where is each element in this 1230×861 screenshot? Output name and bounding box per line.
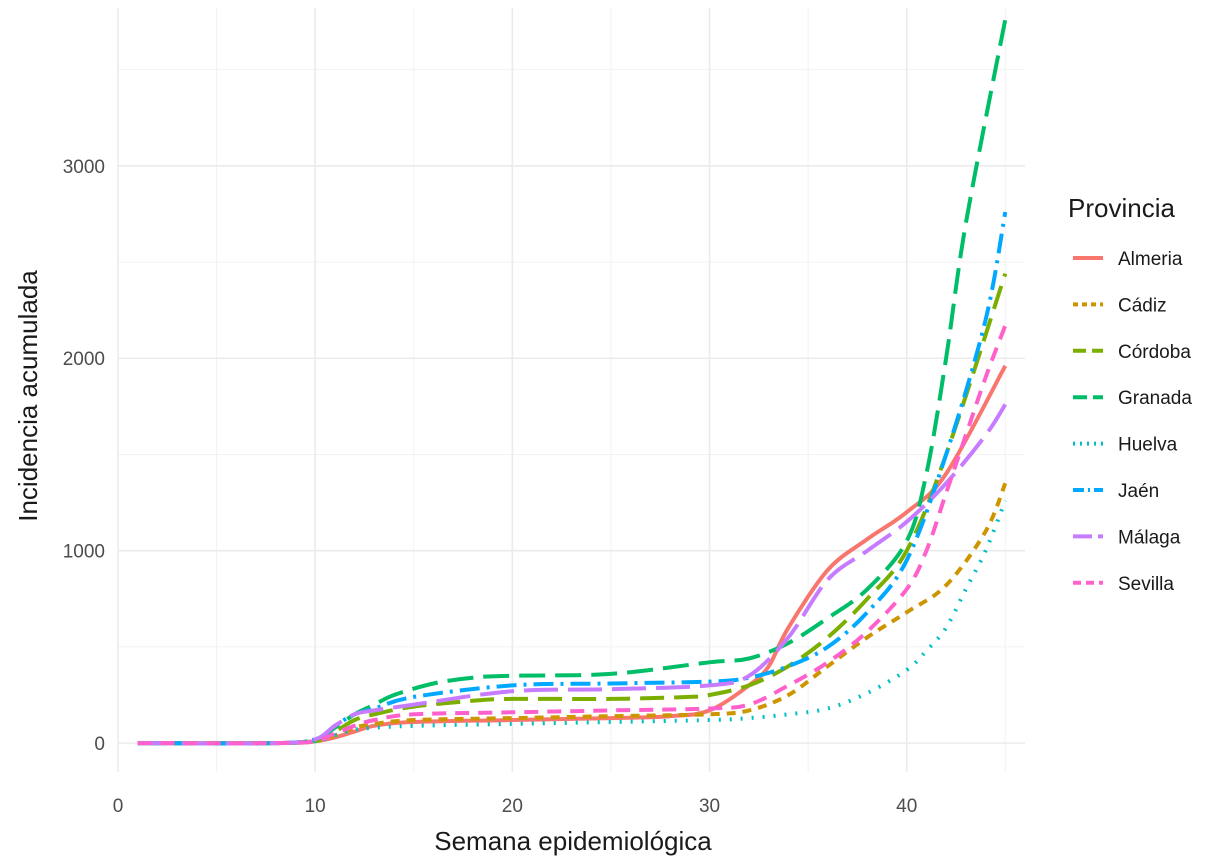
legend-items: Almeria Cádiz Córdoba Granada Huelva Jaén Mála… xyxy=(1073,249,1192,595)
legend-label-almeria: Almeria xyxy=(1118,249,1183,270)
grid xyxy=(117,8,1025,772)
x-tick-label: 20 xyxy=(502,796,523,817)
series-line-córdoba xyxy=(137,272,1008,746)
x-tick-label: 0 xyxy=(113,796,124,817)
y-axis-title: Incidencia acumulada xyxy=(13,270,43,522)
x-tick-label: 40 xyxy=(896,796,917,817)
y-tick-labels: 0 1000 2000 3000 xyxy=(63,157,105,755)
series-lines xyxy=(137,19,1008,746)
y-tick-label: 0 xyxy=(94,734,105,755)
y-tick-label: 3000 xyxy=(63,157,105,178)
legend-title: Provincia xyxy=(1068,193,1175,223)
x-axis-title: Semana epidemiológica xyxy=(434,826,712,856)
legend-label-sevilla: Sevilla xyxy=(1118,574,1174,595)
series-line-almeria xyxy=(137,364,1008,746)
legend-label-córdoba: Córdoba xyxy=(1118,342,1191,363)
legend-label-granada: Granada xyxy=(1118,388,1192,409)
series-line-sevilla xyxy=(137,324,1008,746)
x-tick-label: 30 xyxy=(699,796,720,817)
series-line-jaén xyxy=(137,211,1008,746)
series-line-cádiz xyxy=(137,482,1008,746)
series-line-huelva xyxy=(137,499,1008,746)
series-line-granada xyxy=(137,19,1008,746)
legend-label-huelva: Huelva xyxy=(1118,435,1178,456)
legend: Provincia Almeria Cádiz Córdoba Granada Huel… xyxy=(1068,193,1192,595)
legend-label-málaga: Málaga xyxy=(1118,527,1181,548)
x-tick-labels: 0 10 20 30 40 xyxy=(113,796,918,817)
legend-label-cádiz: Cádiz xyxy=(1118,295,1167,316)
y-tick-label: 2000 xyxy=(63,349,105,370)
x-tick-label: 10 xyxy=(305,796,326,817)
y-tick-label: 1000 xyxy=(63,542,105,563)
legend-label-jaén: Jaén xyxy=(1118,481,1159,502)
series-line-málaga xyxy=(137,403,1007,746)
